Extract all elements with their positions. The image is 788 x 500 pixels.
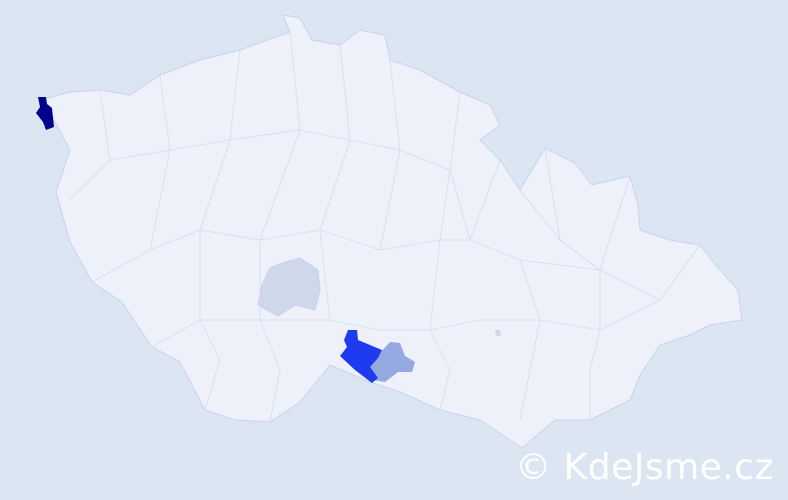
- district-low-small[interactable]: [495, 330, 501, 336]
- country-outline: [39, 14, 743, 449]
- district-low[interactable]: [257, 257, 321, 317]
- district-highest[interactable]: [36, 97, 54, 130]
- district-borders: [69, 31, 701, 423]
- watermark: © KdeJsme.cz: [515, 447, 774, 488]
- district-high[interactable]: [340, 330, 382, 383]
- district-mid[interactable]: [368, 342, 415, 382]
